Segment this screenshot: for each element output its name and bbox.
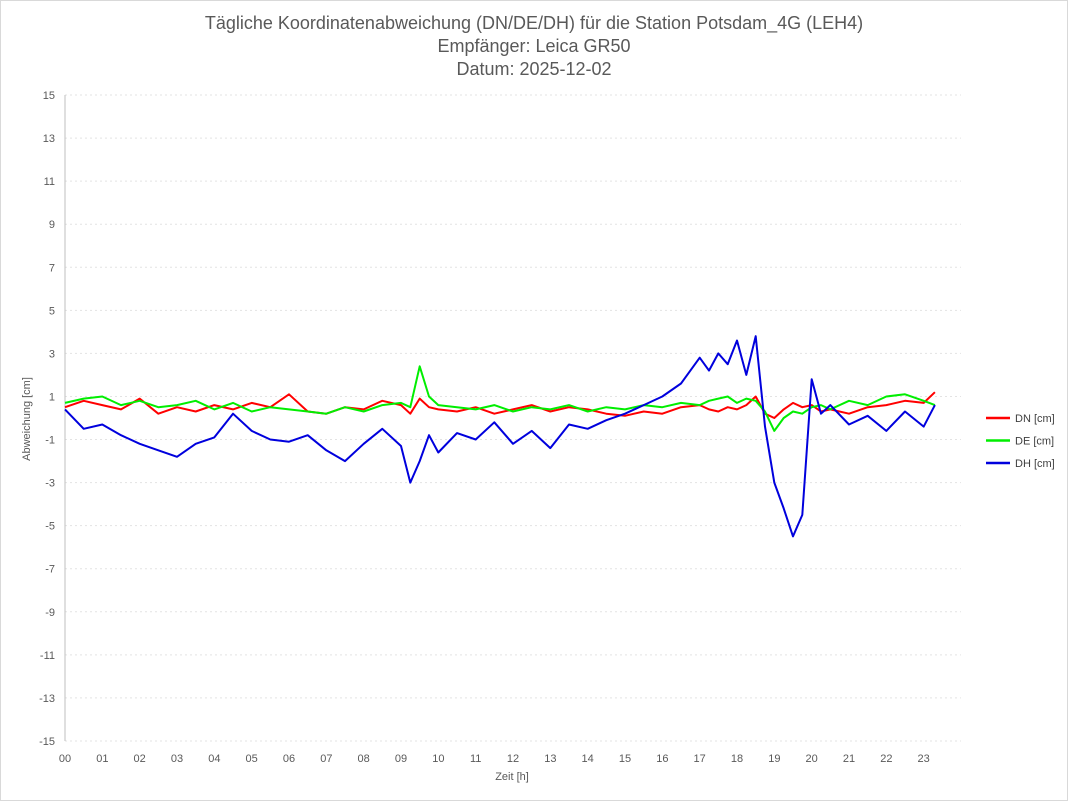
x-axis-title: Zeit [h] [495, 771, 529, 783]
x-tick-label: 10 [432, 753, 444, 765]
legend-label: DE [cm] [1015, 436, 1054, 448]
y-tick-label: -5 [45, 521, 55, 533]
x-tick-label: 05 [246, 753, 258, 765]
chart-date-label: Datum: 2025-12-02 [456, 59, 611, 79]
y-tick-label: -13 [39, 693, 55, 705]
y-tick-label: -7 [45, 564, 55, 576]
x-tick-label: 11 [470, 753, 481, 765]
chart-title: Tägliche Koordinatenabweichung (DN/DE/DH… [205, 13, 863, 34]
y-tick-label: -15 [39, 736, 55, 748]
y-tick-label: 9 [49, 219, 55, 231]
series-lines [64, 335, 936, 538]
x-tick-label: 12 [507, 753, 519, 765]
legend-label: DN [cm] [1015, 413, 1055, 425]
y-tick-label: 15 [43, 90, 55, 102]
y-tick-label: 7 [49, 262, 55, 274]
x-tick-label: 00 [59, 753, 71, 765]
series-line-de [64, 365, 936, 432]
y-tick-label: 11 [44, 176, 55, 188]
chart-subtitle: Empfänger: Leica GR50 [437, 36, 630, 56]
y-tick-label: -11 [40, 650, 55, 662]
series-line-dn [64, 391, 936, 419]
x-axis-ticks: 00 01 02 03 04 05 06 07 08 09 10 11 12 13 14 15 16 17 18 19… [59, 95, 930, 765]
x-tick-label: 23 [918, 753, 930, 765]
y-tick-label: 5 [49, 305, 55, 317]
y-tick-label: -9 [45, 607, 55, 619]
x-tick-label: 16 [656, 753, 668, 765]
x-tick-label: 18 [731, 753, 743, 765]
x-tick-label: 17 [694, 753, 706, 765]
x-tick-label: 01 [96, 753, 108, 765]
legend: DN [cm] DE [cm] DH [cm] [986, 413, 1055, 470]
x-tick-label: 20 [806, 753, 818, 765]
x-tick-label: 02 [134, 753, 146, 765]
y-tick-label: -1 [45, 435, 55, 447]
y-tick-label: 1 [49, 391, 55, 403]
y-tick-label: 13 [43, 133, 55, 145]
gridlines [65, 94, 961, 742]
x-tick-label: 21 [843, 753, 855, 765]
y-tick-label: 3 [49, 348, 55, 360]
y-axis-title: Abweichung [cm] [21, 377, 33, 461]
x-tick-label: 09 [395, 753, 407, 765]
x-tick-label: 07 [320, 753, 332, 765]
x-tick-label: 03 [171, 753, 183, 765]
x-tick-label: 04 [208, 753, 220, 765]
legend-label: DH [cm] [1015, 458, 1055, 470]
x-tick-label: 14 [582, 753, 594, 765]
x-tick-label: 22 [880, 753, 892, 765]
x-tick-label: 06 [283, 753, 295, 765]
x-tick-label: 13 [544, 753, 556, 765]
x-tick-label: 19 [768, 753, 780, 765]
x-tick-label: 08 [358, 753, 370, 765]
y-axis-ticks: 15 13 11 9 7 5 3 1 -1 -3 -5 -7 -9 -11 -13 -15 [39, 90, 55, 748]
y-tick-label: -3 [45, 478, 55, 490]
series-line-dh [64, 335, 936, 538]
x-tick-label: 15 [619, 753, 631, 765]
